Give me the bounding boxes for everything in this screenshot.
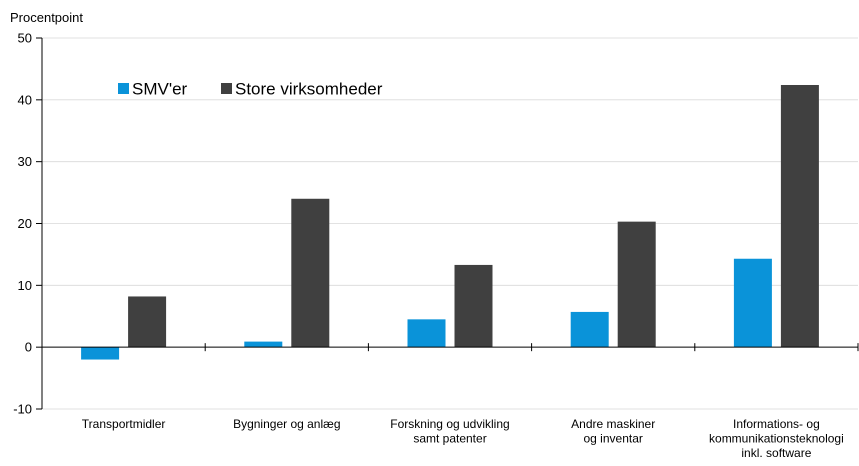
bar-smv-1: [81, 347, 120, 360]
x-category-label: samt patenter: [413, 432, 486, 446]
legend-label-store: Store virksomheder: [235, 80, 383, 99]
bar-smv-5: [733, 258, 772, 348]
x-category-label: Informations- og: [733, 417, 820, 431]
legend-swatch-store: [221, 83, 232, 94]
y-tick-label: 30: [18, 154, 32, 169]
bar-store-5: [780, 84, 819, 348]
x-category-label: kommunikationsteknologi: [709, 432, 844, 446]
y-tick-label: -10: [13, 402, 32, 417]
x-category-label: og inventar: [584, 432, 643, 446]
legend-label-smv: SMV'er: [132, 80, 188, 99]
x-category-label: inkl. software: [741, 446, 811, 460]
legend-swatch-smv: [118, 83, 129, 94]
y-tick-label: 20: [18, 216, 32, 231]
y-tick-label: 40: [18, 92, 32, 107]
bar-smv-2: [244, 341, 283, 348]
bar-smv-3: [407, 319, 446, 348]
x-category-label: Bygninger og anlæg: [233, 417, 340, 431]
x-category-label: Andre maskiner: [571, 417, 655, 431]
gridlines: [42, 37, 858, 410]
y-axis-label: Procentpoint: [10, 10, 83, 25]
x-category-label: Forskning og udvikling: [390, 417, 509, 431]
x-category-label: Transportmidler: [82, 417, 166, 431]
bar-store-2: [291, 198, 330, 348]
bar-smv-4: [570, 311, 609, 348]
bar-store-1: [128, 296, 167, 348]
bars: [81, 84, 819, 360]
legend: SMV'er Store virksomheder: [118, 80, 383, 99]
y-tick-label: 0: [25, 340, 32, 355]
x-axis: Transportmidler Bygninger og anlæg Forskni…: [42, 343, 859, 460]
y-tick-label: 50: [18, 31, 32, 46]
bar-store-3: [454, 264, 493, 348]
bar-store-4: [617, 221, 656, 348]
y-tick-label: 10: [18, 278, 32, 293]
y-axis: -10 0 10 20 30 40 50: [13, 31, 43, 417]
